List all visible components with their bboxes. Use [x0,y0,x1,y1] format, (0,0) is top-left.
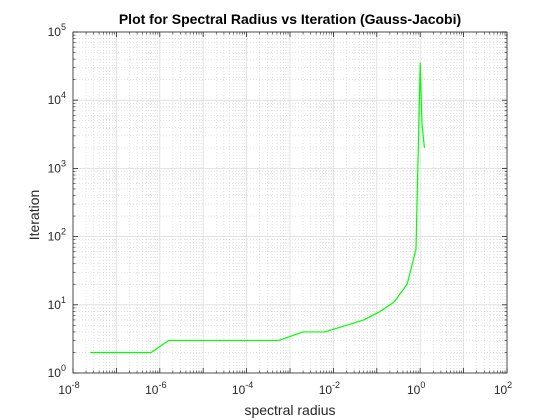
x-tick-label: 10-6 [145,380,166,397]
y-tick-exponent: 0 [61,363,66,373]
x-tick-base: 10 [407,383,421,397]
y-tick-exponent: 3 [61,158,66,168]
x-tick-base: 10 [494,383,508,397]
x-tick-base: 10 [58,383,72,397]
x-tick-label: 100 [407,380,425,397]
x-tick-exponent: 2 [507,380,512,390]
x-tick-label: 10-4 [232,380,253,397]
y-tick-exponent: 1 [61,295,66,305]
x-tick-exponent: -2 [332,380,340,390]
y-tick-label: 105 [48,22,66,39]
y-tick-base: 10 [48,298,62,312]
y-tick-label: 102 [48,227,66,244]
x-tick-exponent: -8 [72,380,80,390]
x-tick-exponent: -4 [245,380,253,390]
y-tick-base: 10 [48,161,62,175]
x-tick-base: 10 [319,383,333,397]
y-axis-label: Iteration [26,190,42,241]
y-tick-base: 10 [48,25,62,39]
y-tick-base: 10 [48,366,62,380]
y-tick-base: 10 [48,93,62,107]
x-tick-label: 10-8 [58,380,79,397]
x-axis-label: spectral radius [244,402,335,418]
y-tick-label: 104 [48,90,66,107]
series-line [90,62,426,354]
x-tick-label: 102 [494,380,512,397]
y-tick-label: 103 [48,158,66,175]
chart-title: Plot for Spectral Radius vs Iteration (G… [119,11,461,27]
y-tick-base: 10 [48,230,62,244]
x-tick-base: 10 [145,383,159,397]
y-tick-exponent: 4 [61,90,66,100]
x-tick-exponent: 0 [420,380,425,390]
x-tick-label: 10-2 [319,380,340,397]
y-tick-exponent: 5 [61,22,66,32]
y-tick-exponent: 2 [61,227,66,237]
x-tick-base: 10 [232,383,246,397]
x-tick-exponent: -6 [158,380,166,390]
y-tick-label: 100 [48,363,66,380]
y-tick-label: 101 [48,295,66,312]
